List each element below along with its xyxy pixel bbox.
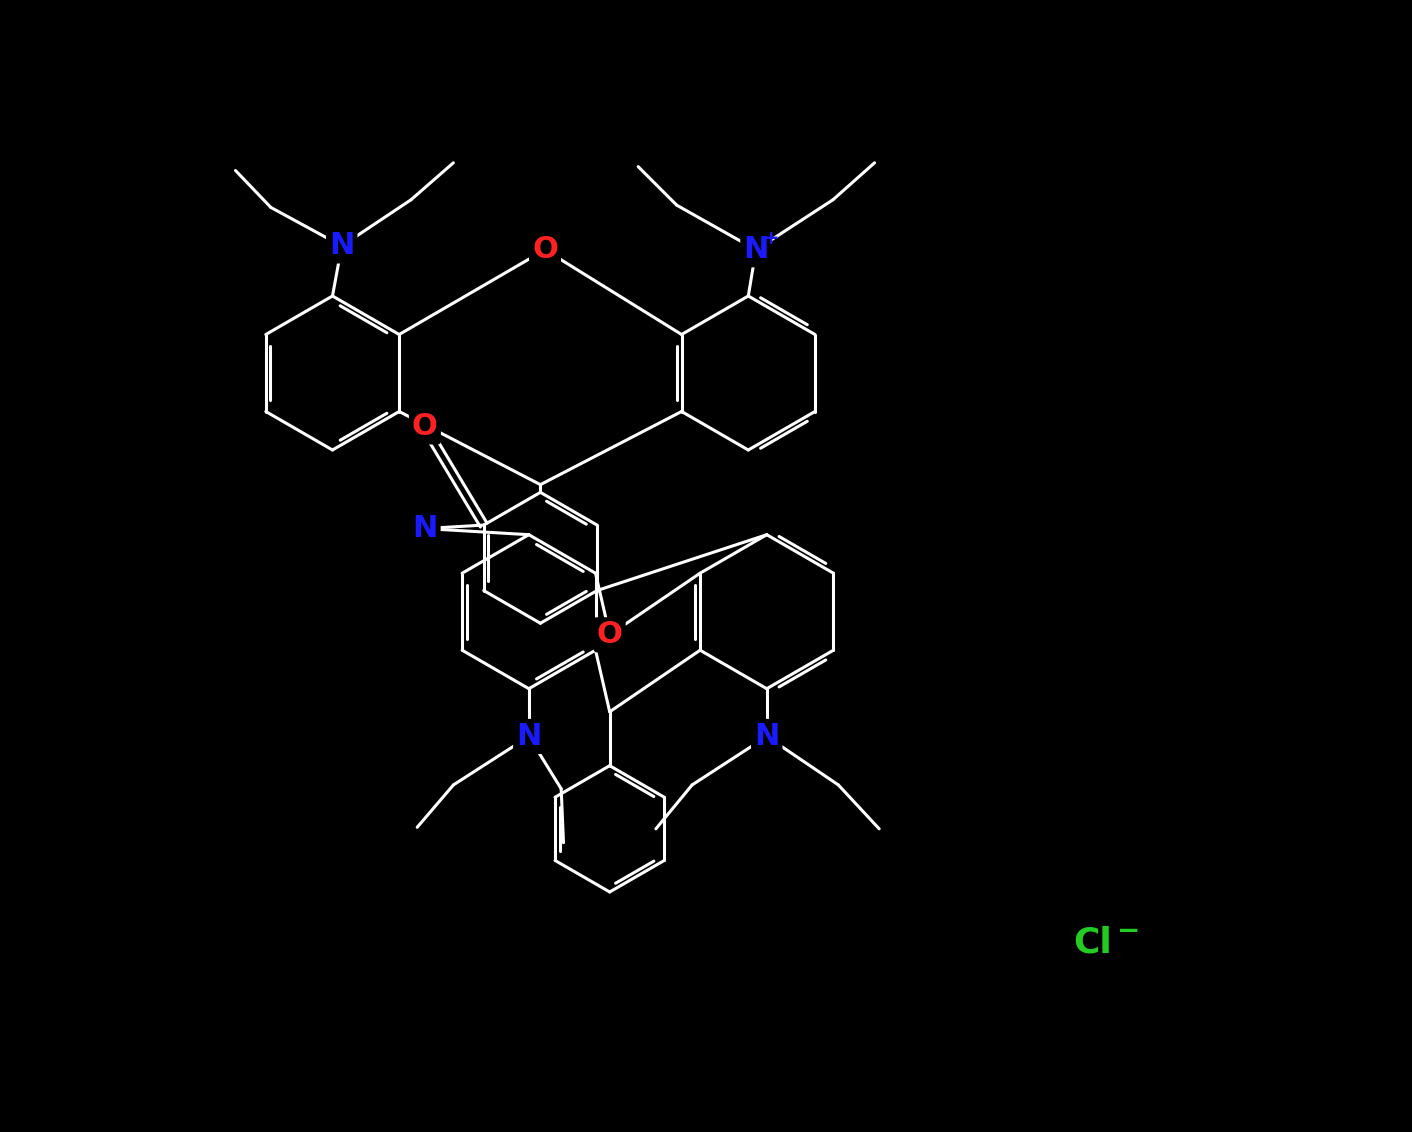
- Text: N: N: [329, 231, 354, 260]
- Text: O: O: [597, 620, 623, 650]
- Text: O: O: [532, 235, 558, 264]
- Text: +: +: [762, 229, 779, 248]
- Text: Cl: Cl: [1073, 926, 1111, 960]
- Text: −: −: [1117, 917, 1141, 945]
- Text: N: N: [743, 235, 768, 264]
- Text: N: N: [412, 514, 438, 543]
- Text: N: N: [754, 722, 779, 751]
- Text: N: N: [517, 722, 542, 751]
- Text: O: O: [412, 412, 438, 441]
